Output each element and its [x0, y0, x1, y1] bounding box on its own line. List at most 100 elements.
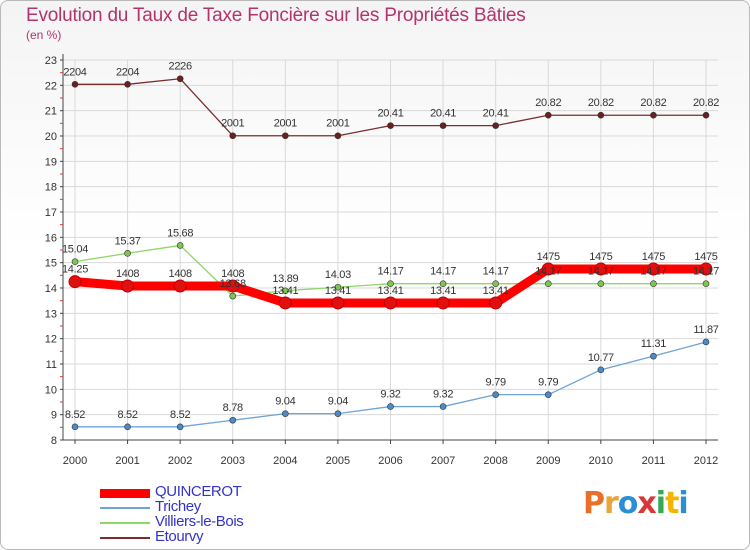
- data-point: [387, 280, 394, 287]
- data-point: [597, 366, 605, 374]
- data-point: [650, 111, 657, 119]
- data-point: [544, 111, 552, 119]
- data-label: 15.68: [167, 227, 193, 239]
- chart-title: Evolution du Taux de Taxe Foncière sur l…: [26, 5, 526, 26]
- data-point: [541, 262, 555, 276]
- data-point: [439, 122, 447, 129]
- data-point: [68, 275, 82, 289]
- data-label: 9.04: [275, 396, 295, 408]
- data-label: 20.82: [640, 97, 666, 109]
- data-point: [282, 410, 289, 417]
- data-point: [71, 81, 79, 88]
- data-label: 13.89: [272, 273, 298, 285]
- data-label: 2001: [221, 118, 244, 130]
- data-label: 1408: [116, 268, 139, 280]
- x-tick-label: 2002: [168, 455, 192, 467]
- data-point: [597, 280, 605, 287]
- data-point: [436, 296, 450, 310]
- logo-letter: o: [617, 486, 639, 521]
- y-tick-label: 19: [45, 156, 57, 168]
- legend-swatch: [100, 488, 150, 498]
- data-label: 20.41: [430, 108, 456, 120]
- data-point: [334, 132, 342, 140]
- data-label: 9.32: [433, 389, 453, 401]
- data-label: 20.82: [588, 97, 614, 109]
- data-point: [124, 249, 131, 257]
- data-point: [71, 258, 79, 265]
- data-label: 15.37: [115, 235, 141, 247]
- data-label: 14.17: [693, 266, 719, 278]
- logo-letter: r: [604, 486, 619, 521]
- data-point: [702, 111, 710, 119]
- data-point: [282, 132, 289, 140]
- data-label: 1475: [694, 251, 717, 263]
- data-point: [173, 279, 187, 293]
- data-point: [124, 81, 131, 88]
- data-label: 13.68: [220, 278, 246, 290]
- data-point: [650, 352, 657, 360]
- data-point: [331, 296, 345, 310]
- data-label: 2001: [274, 118, 297, 130]
- data-label: 14.17: [430, 266, 456, 278]
- data-label: 1408: [169, 268, 192, 280]
- data-point: [124, 423, 131, 431]
- data-label: 8.52: [170, 409, 190, 421]
- data-point: [489, 296, 503, 310]
- data-point: [282, 287, 289, 295]
- data-label: 20.82: [693, 97, 719, 109]
- data-label: 14.25: [62, 264, 88, 276]
- data-label: 9.79: [538, 377, 558, 389]
- data-label: 11.87: [693, 324, 718, 336]
- data-point: [387, 403, 394, 410]
- legend-label: Trichey: [155, 498, 201, 515]
- x-tick-label: 2007: [431, 455, 455, 467]
- data-point: [544, 280, 552, 287]
- x-tick-label: 2004: [273, 455, 297, 467]
- data-point: [492, 122, 499, 129]
- y-tick-label: 14: [45, 283, 57, 295]
- data-point: [176, 423, 184, 431]
- y-tick-label: 15: [45, 258, 57, 270]
- y-tick-label: 9: [51, 410, 57, 422]
- data-label: 14.17: [535, 266, 561, 278]
- data-point: [439, 403, 447, 410]
- data-point: [597, 111, 605, 119]
- x-tick-label: 2008: [483, 455, 507, 467]
- data-label: 1408: [221, 268, 244, 280]
- y-tick-label: 18: [45, 182, 57, 194]
- data-label: 10.77: [588, 352, 614, 364]
- data-label: 14.17: [483, 266, 509, 278]
- x-tick-label: 2009: [536, 455, 560, 467]
- y-tick-label: 21: [45, 106, 57, 118]
- data-point: [650, 280, 657, 287]
- data-label: 13.41: [430, 285, 456, 297]
- data-point: [702, 338, 710, 346]
- data-point: [699, 262, 713, 276]
- data-point: [492, 280, 499, 287]
- data-label: 1475: [537, 251, 560, 263]
- data-point: [176, 242, 184, 249]
- y-tick-label: 20: [45, 131, 57, 143]
- data-label: 2204: [116, 66, 139, 78]
- x-tick-label: 2006: [378, 455, 402, 467]
- y-tick-label: 8: [51, 435, 57, 447]
- data-label: 9.32: [380, 389, 400, 401]
- y-tick-label: 16: [45, 232, 57, 244]
- data-point: [387, 122, 394, 129]
- data-point: [229, 132, 237, 140]
- y-tick-label: 10: [45, 384, 57, 396]
- data-point: [544, 391, 552, 398]
- logo-letter: x: [637, 486, 656, 521]
- logo-letter: i: [678, 486, 688, 521]
- data-label: 2226: [169, 61, 192, 73]
- data-label: 20.41: [483, 108, 509, 120]
- x-tick-label: 2000: [63, 455, 87, 467]
- x-tick-label: 2005: [326, 455, 350, 467]
- data-label: 13.41: [377, 285, 403, 297]
- logo-letter: t: [665, 486, 679, 521]
- legend-label: Etourvy: [155, 528, 204, 545]
- data-point: [226, 279, 240, 293]
- proxiti-logo: Proxiti: [583, 486, 689, 521]
